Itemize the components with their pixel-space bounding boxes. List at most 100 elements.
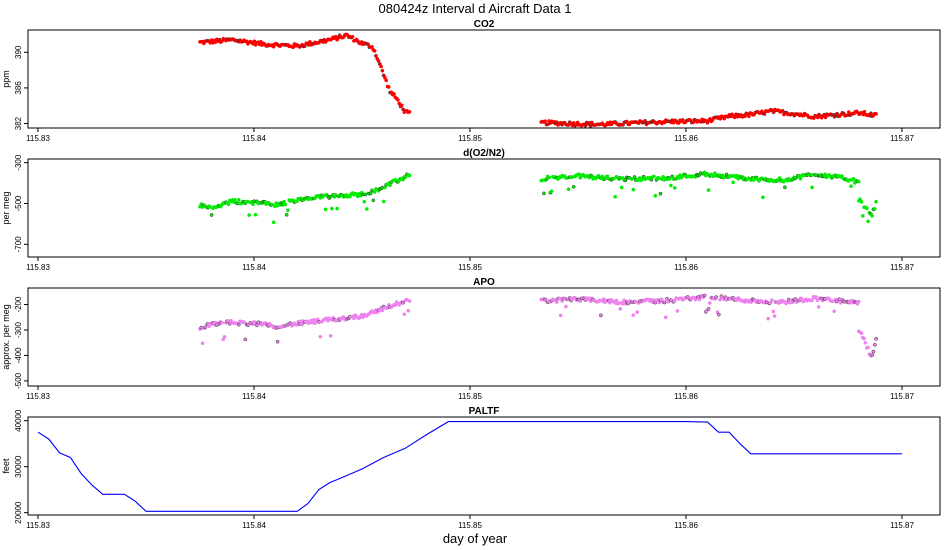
data-point (731, 180, 735, 185)
data-point (271, 220, 276, 225)
series-segment (856, 329, 878, 358)
y-tick-label: -700 (14, 236, 23, 253)
series-segment (539, 107, 878, 128)
data-point (669, 183, 673, 188)
data-point (243, 337, 248, 342)
data-point (781, 179, 786, 184)
data-point (823, 115, 828, 120)
data-point (707, 301, 712, 305)
data-point (236, 322, 241, 327)
data-point (330, 206, 334, 211)
data-point (370, 44, 374, 49)
x-tick-label: 115.85 (458, 521, 482, 530)
x-tick-label: 115.83 (26, 263, 50, 272)
data-point (702, 293, 707, 298)
x-tick-label: 115.86 (674, 392, 698, 401)
y-tick-label: -300 (14, 321, 23, 338)
data-point (323, 207, 328, 212)
y-tick-label: 390 (14, 45, 23, 59)
data-point (872, 342, 877, 347)
data-point (380, 308, 385, 313)
y-axis-label: per meg (1, 191, 11, 224)
panel-4: PALTF feet 115.83 115.84 115.85 115.86 115.87 2… (1, 406, 941, 530)
data-point (547, 175, 551, 180)
data-point (371, 198, 376, 203)
panel-title: APO (473, 277, 495, 288)
data-point (630, 177, 634, 182)
data-point (376, 59, 381, 63)
data-point (542, 191, 546, 196)
data-point (780, 108, 785, 113)
data-point (399, 103, 404, 108)
data-point (761, 195, 765, 200)
data-point (815, 298, 820, 303)
data-point (652, 174, 656, 179)
data-point (374, 53, 378, 58)
data-point (672, 186, 677, 190)
panel-1: CO2 ppm 115.83 115.84 115.85 115.86 115.87 382 3… (1, 19, 941, 143)
data-point (870, 214, 874, 218)
data-point (318, 334, 323, 339)
data-point (859, 200, 864, 204)
data-point (831, 299, 835, 304)
series-segment (539, 170, 861, 200)
data-point (665, 296, 669, 301)
data-point (632, 175, 637, 179)
x-tick-label: 115.85 (458, 134, 482, 143)
data-point (549, 189, 554, 194)
x-tick-label: 115.84 (242, 392, 266, 401)
x-tick-label: 115.84 (242, 263, 266, 272)
y-tick-label: 20000 (14, 501, 23, 524)
data-point (328, 194, 333, 199)
data-point (407, 110, 412, 114)
data-point (564, 304, 568, 309)
data-point (810, 185, 814, 190)
x-tick-label: 115.83 (26, 134, 50, 143)
data-point (874, 336, 878, 341)
data-point (308, 40, 312, 44)
x-tick-label: 115.87 (890, 263, 914, 272)
data-point (284, 212, 289, 217)
data-point (350, 34, 355, 39)
data-point (618, 307, 623, 311)
data-point (859, 331, 864, 336)
panel-title: d(O2/N2) (463, 148, 505, 159)
data-point (251, 202, 255, 207)
data-point (233, 197, 237, 202)
data-point (222, 334, 227, 339)
data-point (270, 202, 275, 207)
data-point (396, 98, 400, 102)
data-point (864, 206, 869, 211)
y-tick-label: 386 (14, 81, 23, 95)
data-point (762, 112, 767, 116)
data-point (874, 199, 878, 204)
data-point (772, 314, 777, 318)
series-segment (856, 197, 878, 224)
x-tick-label: 115.87 (890, 392, 914, 401)
data-point (675, 309, 680, 313)
data-point (860, 214, 865, 218)
plot-frame (27, 416, 941, 516)
data-point (226, 202, 231, 207)
plot-frame (27, 29, 941, 129)
data-point (823, 172, 827, 177)
data-point (771, 309, 776, 314)
data-point (557, 296, 562, 301)
data-point (407, 299, 412, 303)
x-tick-label: 115.85 (458, 263, 482, 272)
data-point (388, 183, 392, 188)
data-point (386, 85, 391, 89)
data-point (313, 321, 317, 326)
data-point (816, 305, 821, 309)
data-point (258, 39, 263, 44)
data-point (372, 49, 377, 53)
data-point (571, 184, 576, 189)
data-point (783, 185, 787, 190)
data-point (200, 341, 205, 346)
data-point (662, 300, 667, 305)
data-point (653, 193, 658, 198)
data-point (849, 184, 853, 189)
data-point (328, 333, 333, 338)
data-point (599, 313, 603, 318)
data-point (406, 308, 411, 313)
